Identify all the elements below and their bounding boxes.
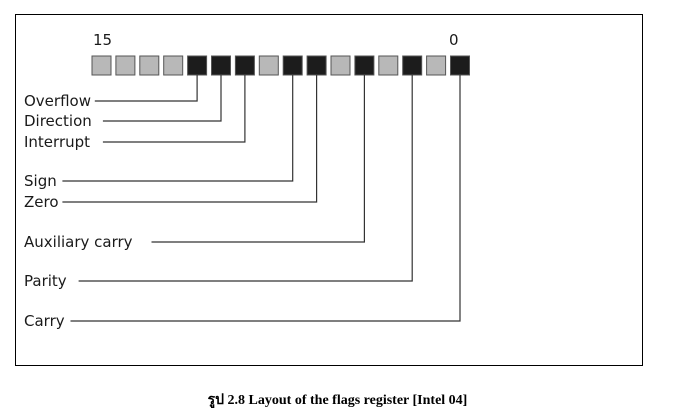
leader-line-auxiliary-carry — [151, 75, 365, 243]
register-bits — [91, 55, 470, 76]
register-bit-3 — [378, 55, 399, 76]
register-bit-7 — [282, 55, 303, 76]
register-bit-0 — [450, 55, 470, 76]
flag-label-parity: Parity — [24, 272, 67, 290]
flag-label-overflow: Overflow — [24, 92, 91, 110]
flag-labels: Overflow Direction Interrupt Sign Zero Auxili… — [24, 92, 133, 330]
leader-line-carry — [70, 75, 461, 322]
register-bit-14 — [115, 55, 136, 76]
flag-label-interrupt: Interrupt — [24, 133, 90, 151]
flag-leader-lines — [62, 75, 461, 322]
figure-caption: รูป 2.8 Layout of the flags register [In… — [207, 393, 468, 408]
register-bit-12 — [163, 55, 184, 76]
msb-bit-number: 15 — [93, 31, 112, 49]
register-bit-15 — [91, 55, 112, 76]
flag-label-sign: Sign — [24, 172, 57, 190]
register-bit-5 — [330, 55, 351, 76]
register-bit-8 — [258, 55, 279, 76]
lsb-bit-number: 0 — [449, 31, 459, 49]
register-bit-6 — [306, 55, 327, 76]
leader-line-overflow — [94, 75, 198, 102]
leader-line-zero — [62, 75, 318, 203]
leader-line-direction — [102, 75, 222, 122]
register-bit-10 — [211, 55, 231, 76]
leader-line-interrupt — [102, 75, 246, 143]
flag-label-direction: Direction — [24, 112, 92, 130]
leader-line-parity — [78, 75, 413, 282]
leader-line-sign — [62, 75, 294, 182]
register-bit-1 — [426, 55, 447, 76]
flag-label-auxiliary-carry: Auxiliary carry — [24, 233, 133, 251]
register-bit-11 — [187, 55, 208, 76]
register-bit-9 — [234, 55, 255, 76]
register-bit-13 — [139, 55, 160, 76]
register-bit-4 — [354, 55, 375, 76]
flag-label-zero: Zero — [24, 193, 59, 211]
register-bit-2 — [402, 55, 423, 76]
flag-label-carry: Carry — [24, 312, 65, 330]
